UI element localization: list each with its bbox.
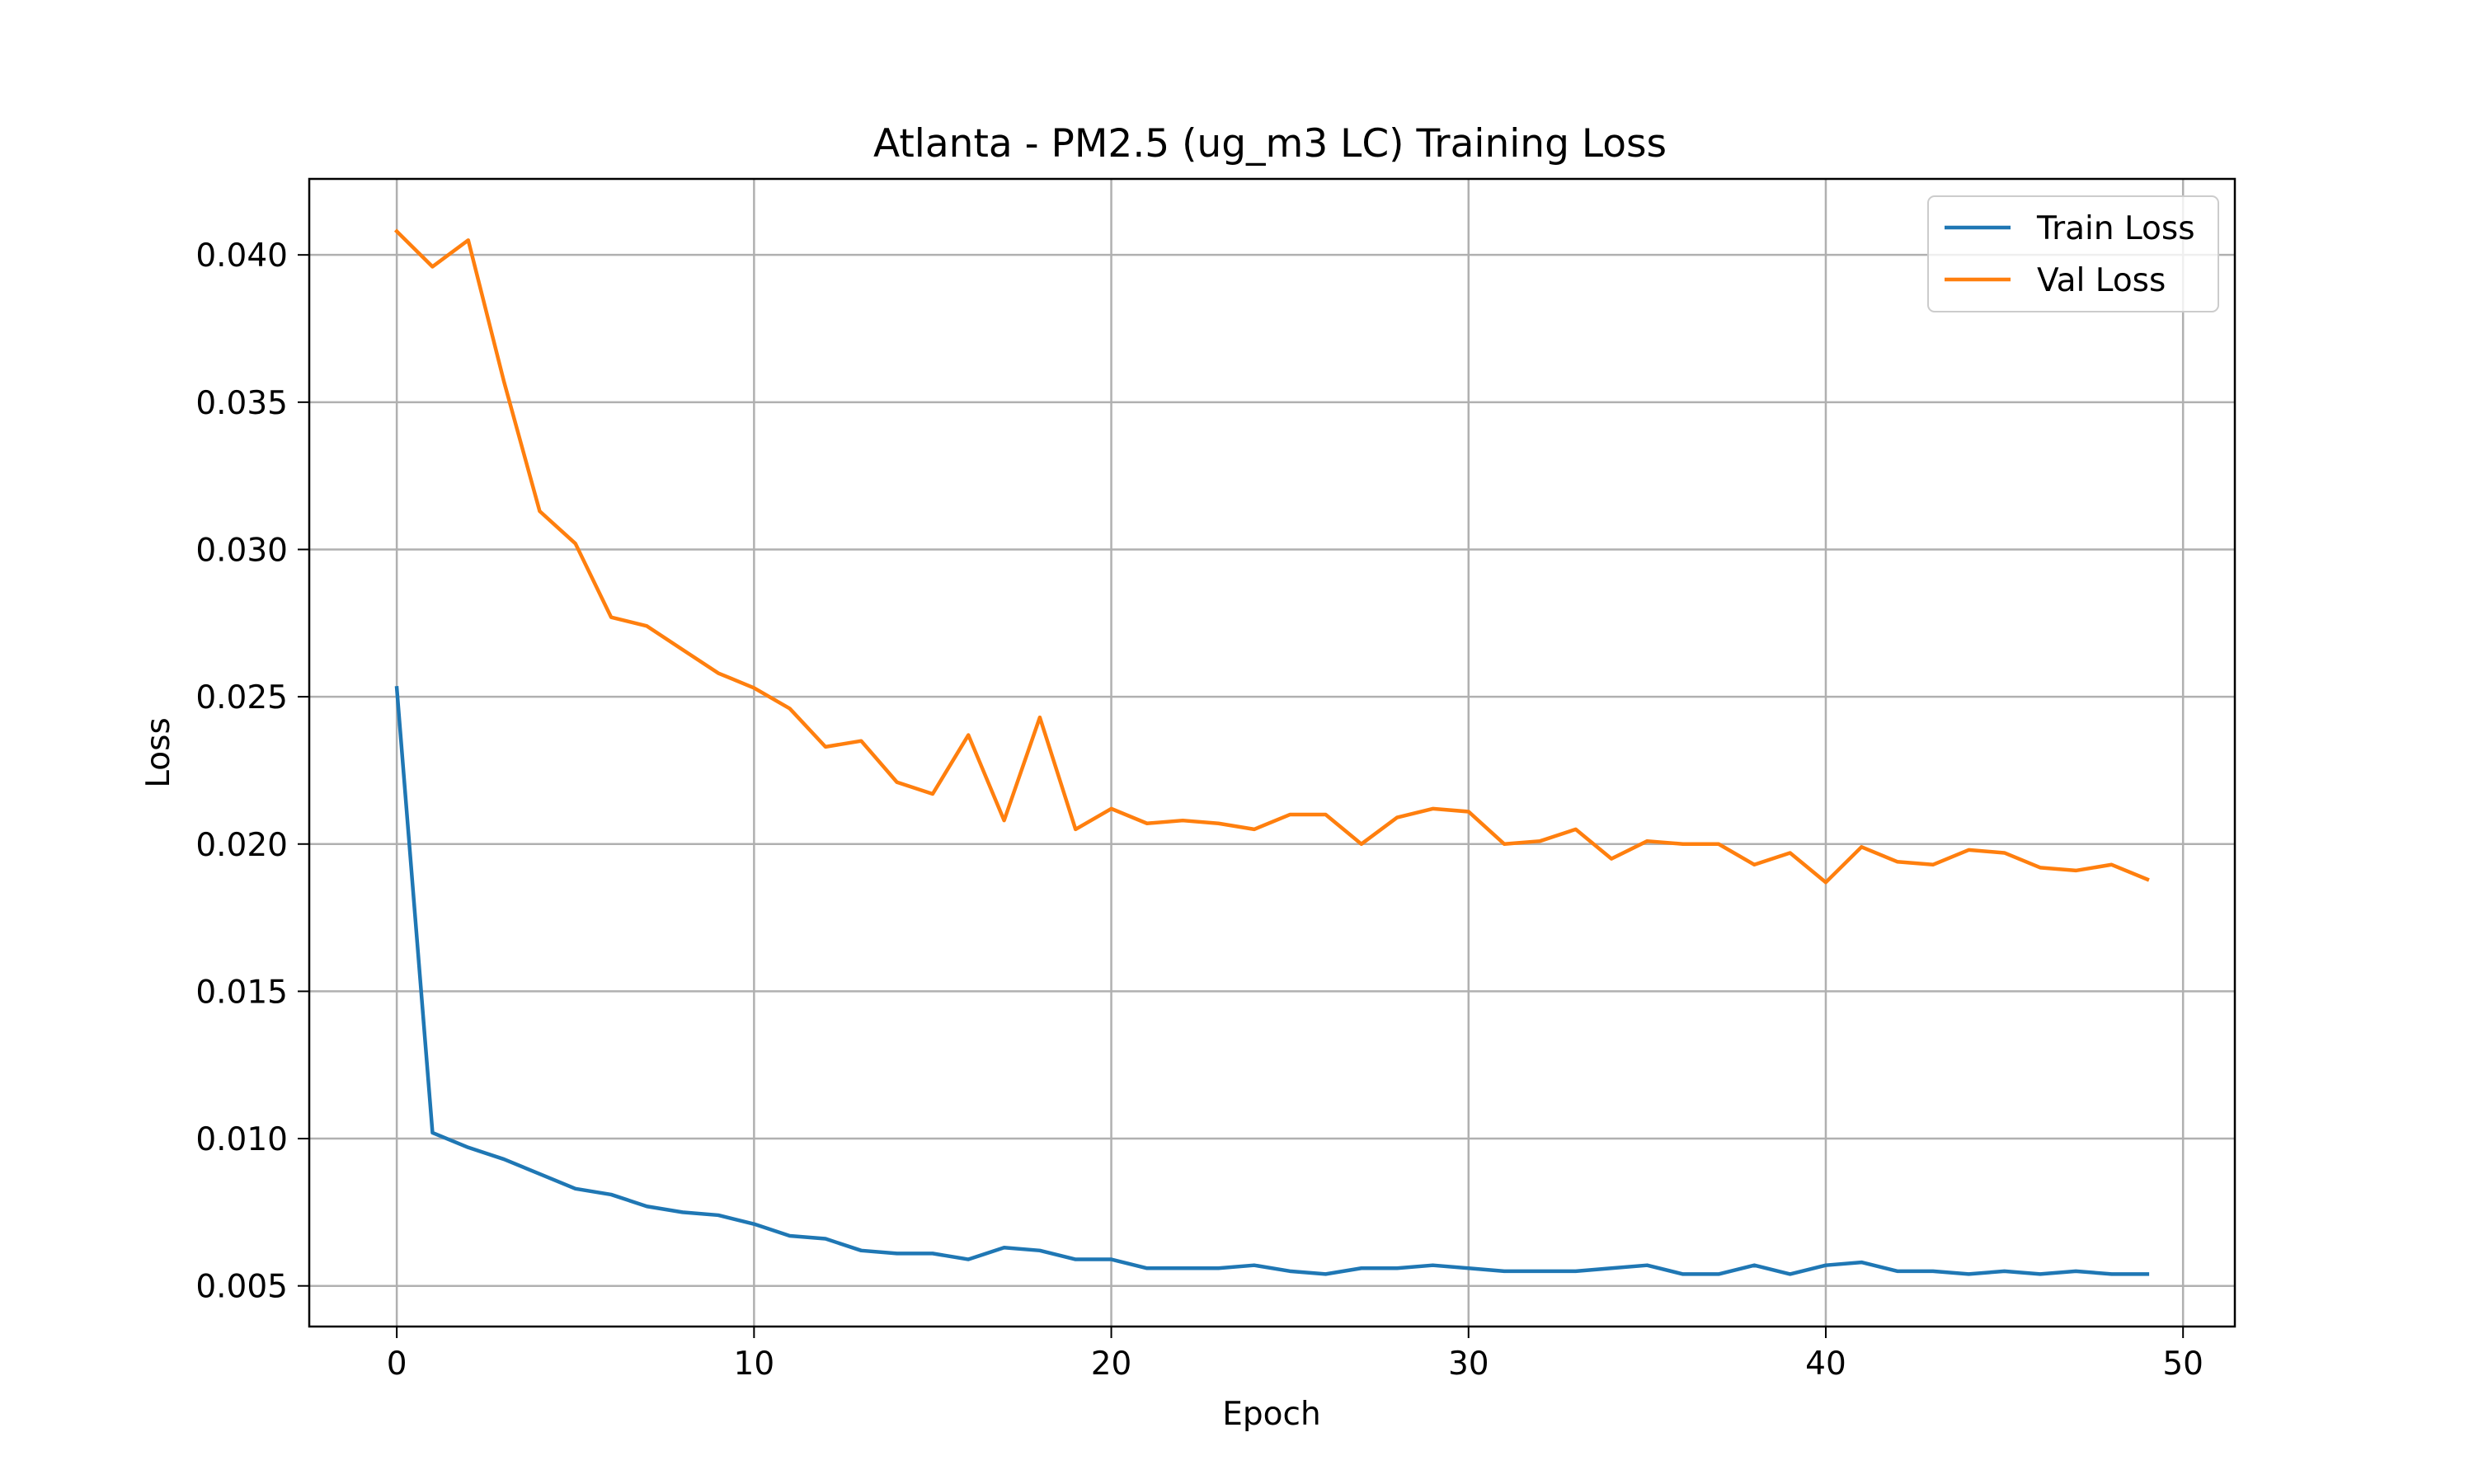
x-tick-label: 10 (734, 1345, 775, 1383)
grid (309, 179, 2235, 1327)
y-tick-label: 0.015 (195, 974, 288, 1011)
x-tick-label: 0 (387, 1345, 407, 1383)
x-axis-label: Epoch (1222, 1396, 1320, 1433)
y-tick-label: 0.010 (195, 1121, 288, 1158)
x-tick-label: 20 (1091, 1345, 1132, 1383)
y-tick-label: 0.035 (195, 385, 288, 422)
legend-label: Train Loss (2036, 210, 2195, 247)
legend-box (1927, 195, 2219, 312)
x-tick-label: 50 (2162, 1345, 2204, 1383)
series-line-train-loss (394, 685, 2150, 1276)
x-tick-label: 40 (1805, 1345, 1846, 1383)
series-lines (393, 228, 2150, 1276)
y-tick-label: 0.020 (195, 827, 288, 864)
legend-label: Val Loss (2037, 262, 2166, 299)
y-tick-label: 0.040 (195, 237, 288, 275)
y-axis-label: Loss (140, 717, 177, 788)
x-tick-label: 30 (1448, 1345, 1489, 1383)
axis-ticks: 0 10 20 30 40 50 0.005 0.010 0.015 0.020 0.025 0.03… (195, 237, 2204, 1383)
series-line-val-loss (393, 228, 2150, 885)
y-tick-label: 0.025 (195, 679, 288, 716)
y-tick-label: 0.005 (195, 1269, 288, 1306)
y-tick-label: 0.030 (195, 532, 288, 569)
chart-title: Atlanta - PM2.5 (ug_m3 LC) Training Loss (873, 121, 1667, 167)
plot-frame (308, 177, 2236, 1328)
legend: Train Loss Val Loss (1927, 195, 2219, 312)
